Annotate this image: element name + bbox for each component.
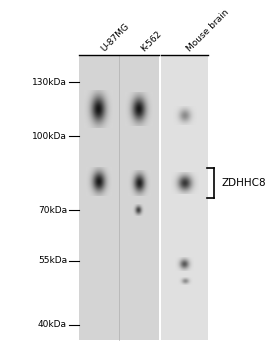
Text: Mouse brain: Mouse brain bbox=[185, 8, 230, 54]
Text: 130kDa: 130kDa bbox=[32, 78, 67, 87]
Text: U-87MG: U-87MG bbox=[99, 22, 131, 54]
Text: 100kDa: 100kDa bbox=[32, 132, 67, 141]
Text: 70kDa: 70kDa bbox=[38, 206, 67, 215]
FancyBboxPatch shape bbox=[161, 55, 208, 340]
Text: ZDHHC8: ZDHHC8 bbox=[221, 178, 266, 188]
Text: 55kDa: 55kDa bbox=[38, 256, 67, 265]
FancyBboxPatch shape bbox=[79, 55, 159, 340]
Text: 40kDa: 40kDa bbox=[38, 320, 67, 329]
Text: K-562: K-562 bbox=[139, 29, 163, 54]
